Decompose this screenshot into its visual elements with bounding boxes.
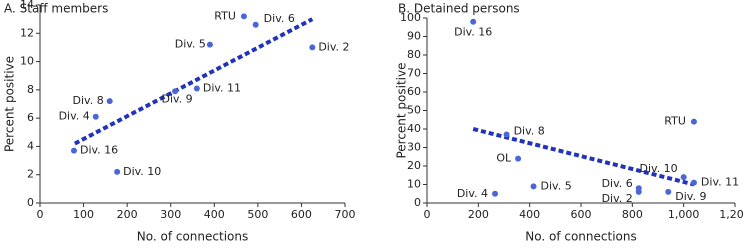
point [92,113,99,120]
y-tick-label: 4 [27,139,34,152]
point [70,147,77,154]
point [309,44,316,51]
point [172,88,179,95]
x-tick-label: 700 [335,208,356,221]
y-tick-label: 40 [407,122,421,135]
point-label: OL [496,152,512,165]
x-tick-label: 0 [37,208,44,221]
y-axis-title: Percent positive [395,62,409,158]
point [470,18,477,25]
point [635,188,642,195]
trend-line [73,17,314,146]
x-tick-label: 1,200 [719,208,744,221]
point [206,41,213,48]
point [114,168,121,175]
y-tick-label: 100 [400,11,421,24]
point-label: Div. 16 [454,26,492,39]
y-tick-label: 0 [27,196,34,209]
chart-title: B. Detained persons [398,2,520,16]
point-label: Div. 6 [602,177,633,190]
point-label: RTU [214,9,236,22]
point [515,155,522,162]
x-tick-label: 1,000 [668,208,700,221]
y-tick-label: 6 [27,111,34,124]
x-tick-label: 200 [117,208,138,221]
x-tick-label: 100 [73,208,94,221]
x-axis-title: No. of connections [525,230,637,244]
point [252,21,259,28]
point [492,190,499,197]
y-tick-label: 90 [407,30,421,43]
point [106,98,113,105]
point-label: Div. 9 [161,92,192,105]
y-tick-label: 8 [27,83,34,96]
point-label: Div. 16 [80,144,118,157]
x-tick-label: 400 [204,208,225,221]
x-tick-label: 600 [291,208,312,221]
point-label: Div. 2 [318,40,349,53]
y-tick-label: 2 [27,168,34,181]
y-tick-label: 70 [407,67,421,80]
point-label: Div. 11 [203,81,241,94]
point [530,183,537,190]
point-label: Div. 8 [514,125,545,138]
point [690,118,697,125]
point [665,188,672,195]
point-label: Div. 6 [264,12,295,25]
point [503,131,510,138]
x-tick-label: 600 [571,208,592,221]
point [240,13,247,20]
x-axis-title: No. of connections [137,230,249,244]
point-label: Div. 9 [675,190,706,203]
y-tick-label: 50 [407,104,421,117]
point-label: Div. 5 [541,179,572,192]
point-label: Div. 10 [639,162,677,175]
x-tick-label: 200 [468,208,489,221]
y-tick-label: 0 [414,196,421,209]
point-label: Div. 11 [701,176,739,189]
x-tick-label: 400 [519,208,540,221]
x-tick-label: 800 [622,208,643,221]
trend-line [472,127,695,187]
y-tick-label: 60 [407,85,421,98]
y-tick-label: 80 [407,48,421,61]
y-tick-label: 14 [20,0,34,11]
x-tick-label: 0 [424,208,431,221]
chart-title: A. Staff members [4,2,108,16]
point-label: Div. 8 [73,94,104,107]
y-tick-label: 10 [20,55,34,68]
point-label: RTU [664,115,686,128]
point [690,179,697,186]
point-label: Div. 2 [602,192,633,205]
y-tick-label: 20 [407,159,421,172]
point-label: Div. 4 [457,187,488,200]
point-label: Div. 5 [175,38,206,51]
point [193,85,200,92]
x-tick-label: 500 [247,208,268,221]
y-tick-label: 10 [407,178,421,191]
x-tick-label: 300 [160,208,181,221]
point [680,174,687,181]
point-label: Div. 4 [59,110,90,123]
y-axis-title: Percent positive [3,56,17,152]
y-tick-label: 30 [407,141,421,154]
point-label: Div. 10 [123,165,161,178]
y-tick-label: 12 [20,26,34,39]
